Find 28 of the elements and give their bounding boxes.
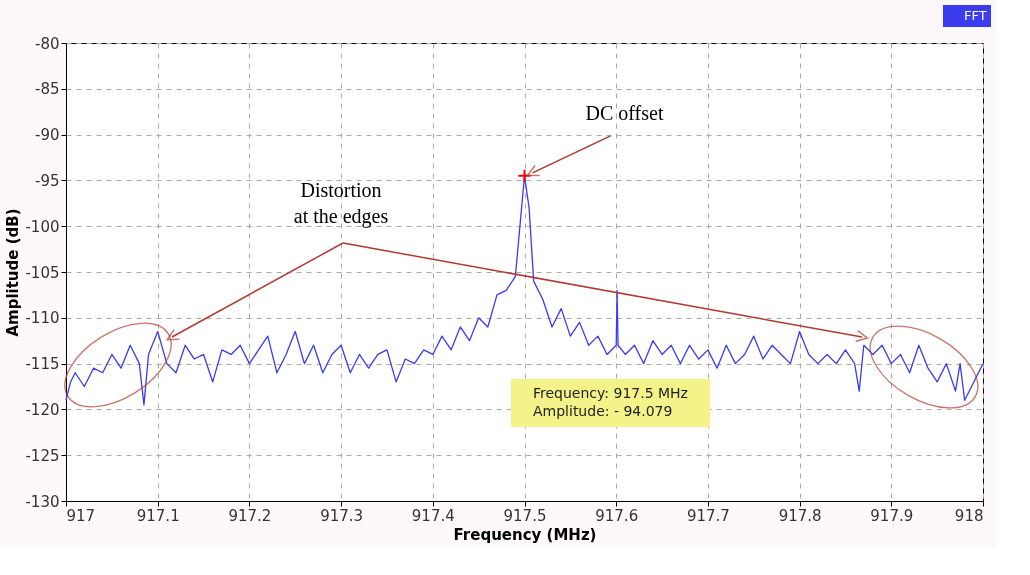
y-tick-label: -80 [35, 34, 60, 53]
x-tick-label: 917.3 [320, 506, 364, 525]
text: FFT [964, 7, 987, 23]
x-tick-label: 917 [66, 506, 96, 525]
x-tick-label: 917.5 [503, 506, 547, 525]
x-tick-label: 917.2 [228, 506, 272, 525]
annotation: Frequency: 917.5 MHz Amplitude: - 94.079 [533, 385, 688, 419]
y-tick-label: -120 [25, 400, 60, 419]
y-tick-label: -90 [35, 126, 60, 145]
x-tick-label: 917.4 [411, 506, 455, 525]
y-tick-label: -110 [25, 309, 60, 328]
x-tick-label: 917.6 [595, 506, 639, 525]
x-tick-label: 917.8 [778, 506, 822, 525]
annotation: DC offset [585, 101, 664, 124]
y-tick-label: -125 [25, 446, 60, 465]
y-tick-label: -85 [35, 80, 60, 99]
x-tick-label: 917.9 [870, 506, 914, 525]
y-tick-label: -130 [25, 492, 60, 511]
y-tick-label: -100 [25, 217, 60, 236]
y-tick-label: -95 [35, 171, 60, 190]
y-tick-label: -115 [25, 355, 60, 374]
y-axis-title: Amplitude (dB) [4, 208, 23, 337]
x-tick-label: 917.1 [136, 506, 180, 525]
annotation: Distortion at the edges [293, 179, 389, 228]
x-axis-title: Frequency (MHz) [453, 525, 597, 544]
x-tick-label: 918 [954, 506, 984, 525]
x-tick-label: 917.7 [686, 506, 730, 525]
y-tick-label: -105 [25, 263, 60, 282]
